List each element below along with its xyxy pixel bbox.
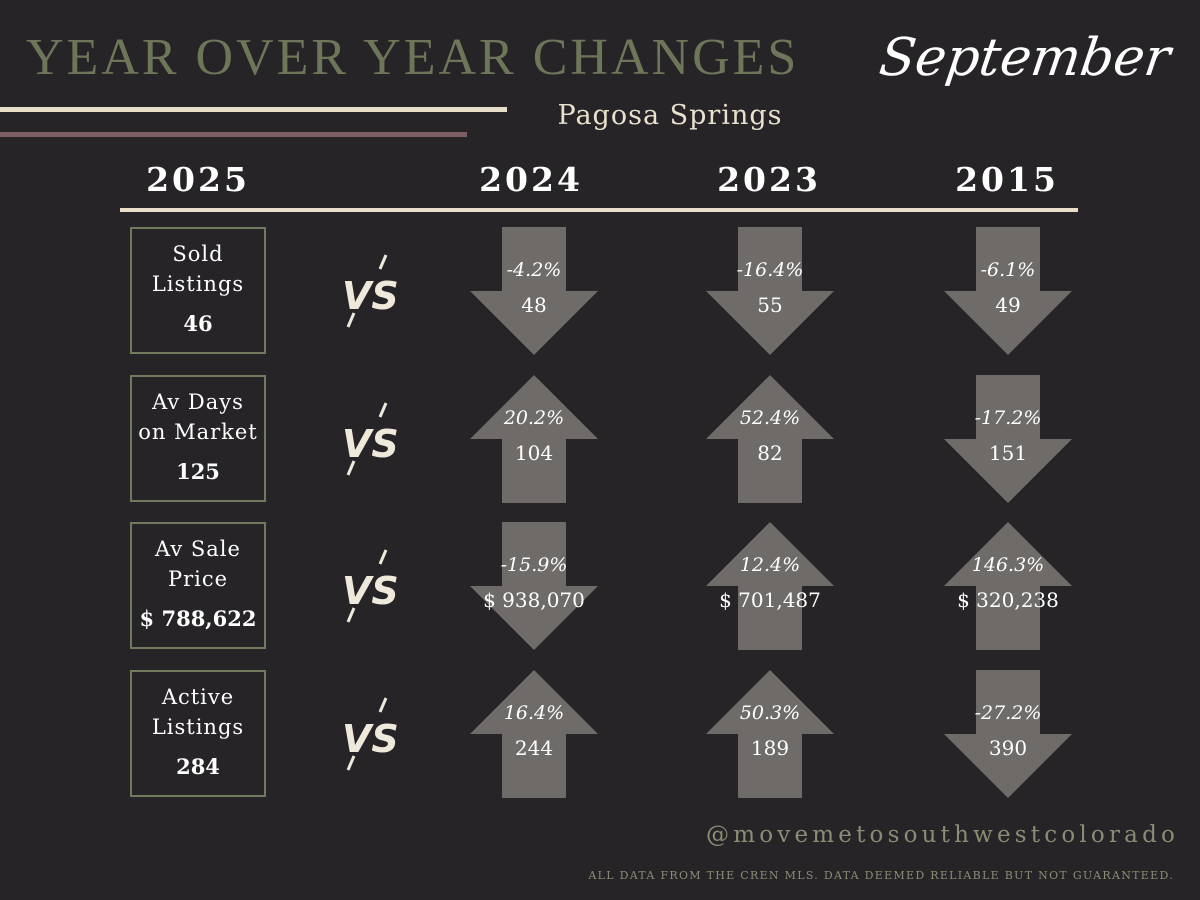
header-divider-mauve	[0, 132, 467, 137]
arrow-up-icon	[470, 375, 598, 503]
arrow-up-icon	[944, 522, 1072, 650]
arrow-down-icon	[944, 375, 1072, 503]
comparison-value: $ 701,487	[719, 588, 821, 612]
arrow-up-icon	[706, 670, 834, 798]
metric-box: Av Days on Market 125	[130, 375, 266, 502]
metric-value: 46	[183, 311, 213, 336]
comparison-cell: 12.4% $ 701,487	[706, 522, 834, 650]
metric-label: Av Sale Price	[155, 537, 241, 591]
percent-change: -16.4%	[736, 259, 804, 281]
percent-change: -15.9%	[500, 554, 568, 576]
arrow-down-icon	[944, 670, 1072, 798]
comparison-value: 104	[514, 441, 554, 465]
percent-change: -17.2%	[974, 407, 1042, 429]
percent-change: 52.4%	[739, 407, 801, 429]
comparison-value: 48	[521, 293, 547, 317]
arrow-up-icon	[470, 670, 598, 798]
arrow-down-icon	[470, 227, 598, 355]
comparison-value: 244	[514, 736, 554, 760]
metric-label: Av Days on Market	[138, 390, 258, 444]
percent-change: -27.2%	[974, 702, 1042, 724]
month-title: September	[875, 28, 1174, 88]
comparison-cell: -4.2% 48	[470, 227, 598, 355]
metric-box: Av Sale Price $ 788,622	[130, 522, 266, 649]
comparison-cell: 20.2% 104	[470, 375, 598, 503]
year-header-divider	[120, 208, 1078, 212]
social-handle: @movemetosouthwestcolorado	[706, 822, 1180, 848]
vs-badge: VS	[330, 690, 402, 780]
metric-value: 284	[176, 754, 220, 779]
vs-icon: VS	[342, 549, 399, 623]
year-compare-3: 2015	[955, 160, 1059, 199]
vs-label: VS	[342, 569, 399, 613]
comparison-cell: 50.3% 189	[706, 670, 834, 798]
header-divider-cream	[0, 107, 507, 112]
percent-change: -4.2%	[506, 259, 562, 281]
comparison-cell: -27.2% 390	[944, 670, 1072, 798]
disclaimer: ALL DATA FROM THE CREN MLS. DATA DEEMED …	[588, 869, 1174, 882]
arrow-down-icon	[706, 227, 834, 355]
comparison-value: 151	[988, 441, 1028, 465]
comparison-value: $ 320,238	[957, 588, 1059, 612]
percent-change: 12.4%	[739, 554, 801, 576]
percent-change: -6.1%	[980, 259, 1036, 281]
arrow-down-icon	[470, 522, 598, 650]
vs-icon: VS	[342, 402, 399, 476]
percent-change: 50.3%	[739, 702, 801, 724]
comparison-value: 390	[988, 736, 1028, 760]
vs-label: VS	[342, 274, 399, 318]
metric-value: $ 788,622	[139, 606, 257, 631]
comparison-value: $ 938,070	[483, 588, 585, 612]
year-compare-1: 2024	[479, 160, 583, 199]
year-current: 2025	[146, 160, 250, 199]
comparison-cell: -16.4% 55	[706, 227, 834, 355]
metric-box: Active Listings 284	[130, 670, 266, 797]
arrow-down-icon	[944, 227, 1072, 355]
vs-label: VS	[342, 422, 399, 466]
vs-icon: VS	[342, 254, 399, 328]
comparison-value: 189	[750, 736, 790, 760]
comparison-cell: -6.1% 49	[944, 227, 1072, 355]
page-title: YEAR OVER YEAR CHANGES	[26, 29, 800, 86]
metric-label: Active Listings	[151, 685, 245, 739]
comparison-cell: 146.3% $ 320,238	[944, 522, 1072, 650]
metric-label: Sold Listings	[151, 242, 245, 296]
comparison-cell: -17.2% 151	[944, 375, 1072, 503]
comparison-value: 82	[757, 441, 783, 465]
comparison-cell: -15.9% $ 938,070	[470, 522, 598, 650]
metric-value: 125	[176, 459, 220, 484]
vs-badge: VS	[330, 395, 402, 485]
comparison-value: 49	[995, 293, 1021, 317]
metric-box: Sold Listings 46	[130, 227, 266, 354]
vs-icon: VS	[342, 697, 399, 771]
comparison-cell: 16.4% 244	[470, 670, 598, 798]
arrow-up-icon	[706, 522, 834, 650]
year-compare-2: 2023	[717, 160, 821, 199]
vs-badge: VS	[330, 542, 402, 632]
percent-change: 146.3%	[971, 554, 1045, 576]
percent-change: 20.2%	[503, 407, 565, 429]
vs-label: VS	[342, 717, 399, 761]
percent-change: 16.4%	[503, 702, 565, 724]
location-subtitle: Pagosa Springs	[557, 100, 783, 131]
arrow-up-icon	[706, 375, 834, 503]
comparison-cell: 52.4% 82	[706, 375, 834, 503]
vs-badge: VS	[330, 247, 402, 337]
comparison-value: 55	[757, 293, 783, 317]
